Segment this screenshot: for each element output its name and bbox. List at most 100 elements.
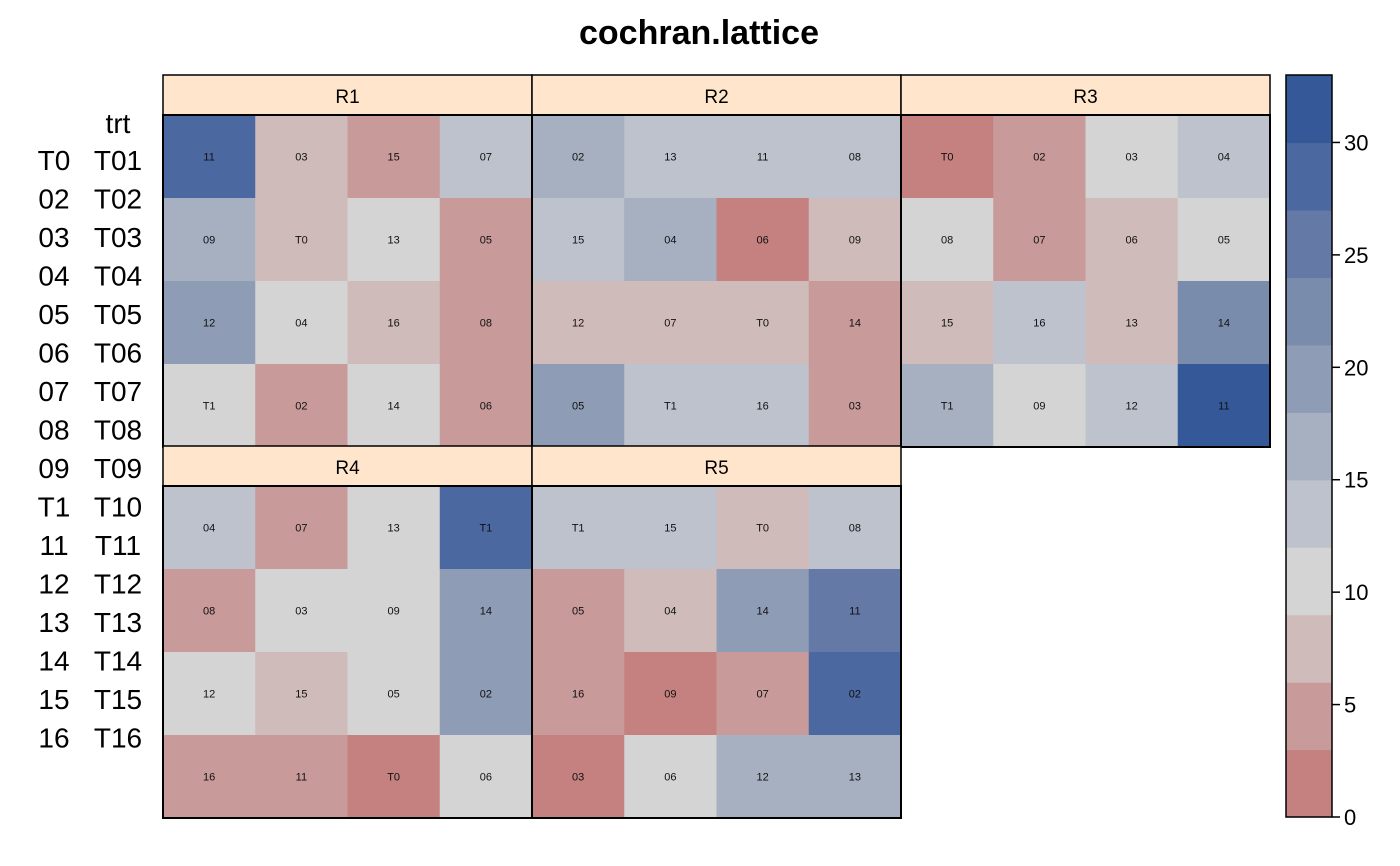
cell-label: 03 [295, 152, 307, 164]
cell-label: 03 [572, 772, 584, 784]
cell-label: 07 [1033, 235, 1045, 247]
cell-label: 09 [849, 235, 861, 247]
key-treatment: T03 [94, 222, 142, 253]
heatmap-cell [624, 735, 718, 819]
heatmap-cell [993, 115, 1087, 199]
cell-label: 13 [664, 152, 676, 164]
cell-label: 12 [203, 318, 215, 330]
heatmap-cell [255, 364, 349, 448]
heatmap-cell [624, 652, 718, 736]
heatmap-cell [347, 364, 441, 448]
heatmap-cell [532, 281, 625, 365]
key-treatment: T15 [94, 684, 142, 715]
heatmap-cell [255, 486, 349, 570]
color-legend: 0 5 10 15 20 25 30 [1285, 74, 1368, 830]
heatmap-cell [347, 569, 441, 653]
heatmap-cell [808, 364, 902, 448]
cell-label: 11 [203, 152, 214, 164]
key-code: 06 [38, 338, 69, 369]
legend-frame [1285, 74, 1333, 818]
heatmap-cell [716, 569, 810, 653]
key-treatment: T10 [94, 492, 142, 523]
panel-strip-label: R4 [335, 458, 360, 479]
cell-label: 03 [1126, 152, 1138, 164]
cell-label: T1 [664, 401, 677, 413]
cell-label: 07 [757, 689, 769, 701]
heatmap-cell [163, 198, 256, 282]
cell-label: 03 [849, 401, 861, 413]
cell-label: T0 [756, 523, 769, 535]
panel-strip [531, 445, 902, 487]
cell-label: 16 [388, 318, 400, 330]
cell-label: 06 [1126, 235, 1138, 247]
key-code: T1 [38, 492, 71, 523]
heatmap-cell [163, 569, 256, 653]
cell-label: 09 [388, 606, 400, 618]
key-treatment: T12 [94, 569, 142, 600]
cell-label: 16 [203, 772, 215, 784]
cell-label: 03 [295, 606, 307, 618]
heatmap-cell [901, 364, 994, 448]
legend-swatch [1286, 75, 1332, 144]
heatmap-cell [1085, 281, 1179, 365]
heatmap-cell [901, 281, 994, 365]
cell-label: 12 [203, 689, 215, 701]
cell-label: 08 [203, 606, 215, 618]
heatmap-cell [347, 198, 441, 282]
cell-label: 08 [941, 235, 953, 247]
cell-label: 13 [388, 523, 400, 535]
cell-label: 15 [941, 318, 953, 330]
heatmap-cell [439, 652, 533, 736]
cell-label: 12 [757, 772, 769, 784]
heatmap-cell [808, 735, 902, 819]
cell-label: 14 [388, 401, 400, 413]
cell-label: 11 [849, 606, 860, 618]
heatmap-cell [532, 735, 625, 819]
key-code: 09 [38, 453, 69, 484]
heatmap-cell [255, 569, 349, 653]
key-code: 08 [38, 415, 69, 446]
heatmap-cell [716, 652, 810, 736]
cell-label: 12 [572, 318, 584, 330]
heatmap-cell [439, 486, 533, 570]
key-code: T0 [38, 145, 71, 176]
heatmap-cell [808, 486, 902, 570]
legend-tick-label: 25 [1344, 243, 1368, 268]
chart-title: cochran.lattice [579, 14, 819, 52]
panel-strip [531, 74, 902, 116]
cell-label: 14 [480, 606, 492, 618]
panel-r2: R2 02 13 11 08 15 04 06 09 12 07 T0 14 05 T1 16 03 [531, 74, 902, 448]
heatmap-cell [347, 281, 441, 365]
heatmap-cell [255, 281, 349, 365]
legend-swatch [1286, 682, 1332, 751]
heatmap-cell [1085, 198, 1179, 282]
heatmap-cell [993, 198, 1087, 282]
key-code: 13 [38, 607, 69, 638]
cell-label: 06 [757, 235, 769, 247]
key-code: 14 [38, 646, 69, 677]
heatmap-cell [808, 569, 902, 653]
panel-r1: R1 11 03 15 07 09 T0 13 05 12 04 16 08 T1 02 14 06 [162, 74, 533, 448]
key-treatment: T16 [94, 723, 142, 754]
heatmap-cell [993, 364, 1087, 448]
panel-r5: R5 T1 15 T0 08 05 04 14 11 16 09 07 02 03 06 12 13 [531, 445, 902, 819]
heatmap-cell [624, 364, 718, 448]
panel-strip-label: R5 [704, 458, 728, 479]
cell-label: 11 [296, 772, 307, 784]
key-code: 12 [38, 569, 69, 600]
heatmap-cell [716, 115, 810, 199]
cell-label: 02 [295, 401, 307, 413]
heatmap-cell [439, 569, 533, 653]
key-header: trt [106, 108, 131, 139]
heatmap-cell [1085, 115, 1179, 199]
heatmap-cell [347, 486, 441, 570]
heatmap-cell [1177, 364, 1271, 448]
cell-label: 13 [1126, 318, 1138, 330]
cell-label: 04 [664, 606, 676, 618]
cell-label: 05 [572, 606, 584, 618]
panel-strip [900, 74, 1271, 116]
heatmap-cell [163, 281, 256, 365]
heatmap-cell [439, 198, 533, 282]
cell-label: 02 [1033, 152, 1045, 164]
key-treatment: T02 [94, 184, 142, 215]
